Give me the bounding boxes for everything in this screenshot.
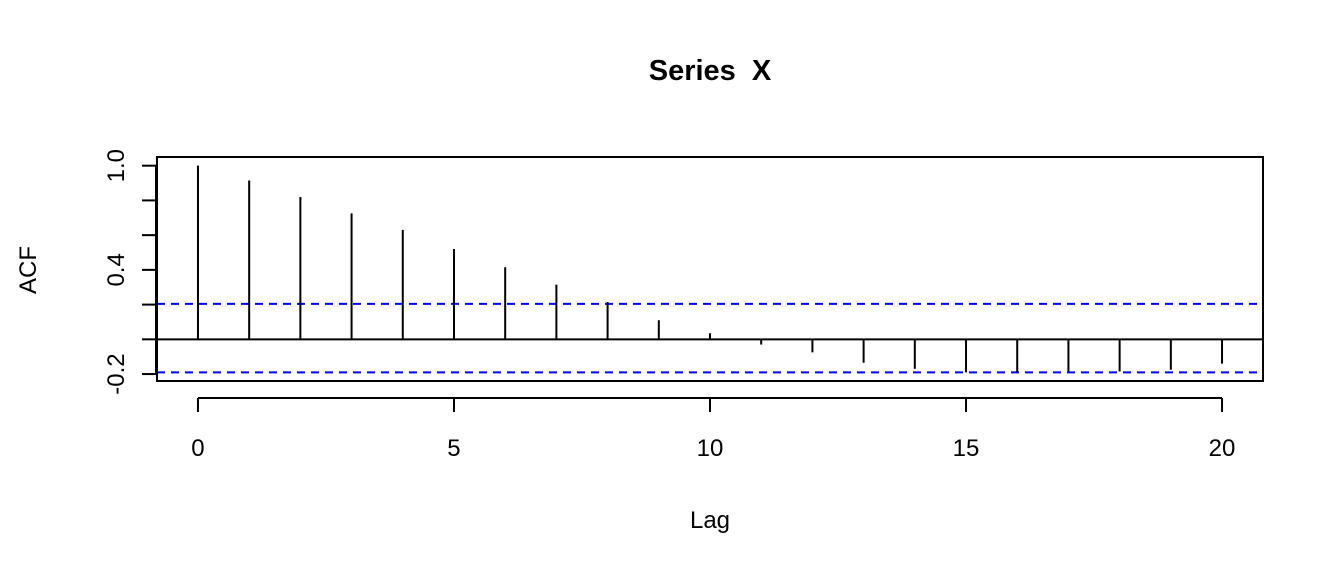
y-tick-label-3: 0.4 (103, 253, 130, 286)
chart-title: Series X (649, 55, 772, 87)
x-axis-label: Lag (690, 507, 730, 534)
x-tick-label-10: 10 (697, 435, 724, 462)
y-tick-label-0: -0.2 (103, 353, 130, 394)
x-tick-label-15: 15 (953, 435, 980, 462)
plot-area (156, 156, 1264, 382)
x-axis: 0 5 10 15 20 (191, 397, 1236, 462)
plot-frame (156, 156, 1264, 382)
y-axis-label: ACF (15, 246, 42, 294)
y-tick-label-6: 1.0 (103, 149, 130, 182)
y-axis: -0.2 0.4 1.0 (103, 149, 157, 395)
x-tick-label-5: 5 (447, 435, 460, 462)
x-tick-label-0: 0 (191, 435, 204, 462)
x-tick-label-20: 20 (1209, 435, 1236, 462)
